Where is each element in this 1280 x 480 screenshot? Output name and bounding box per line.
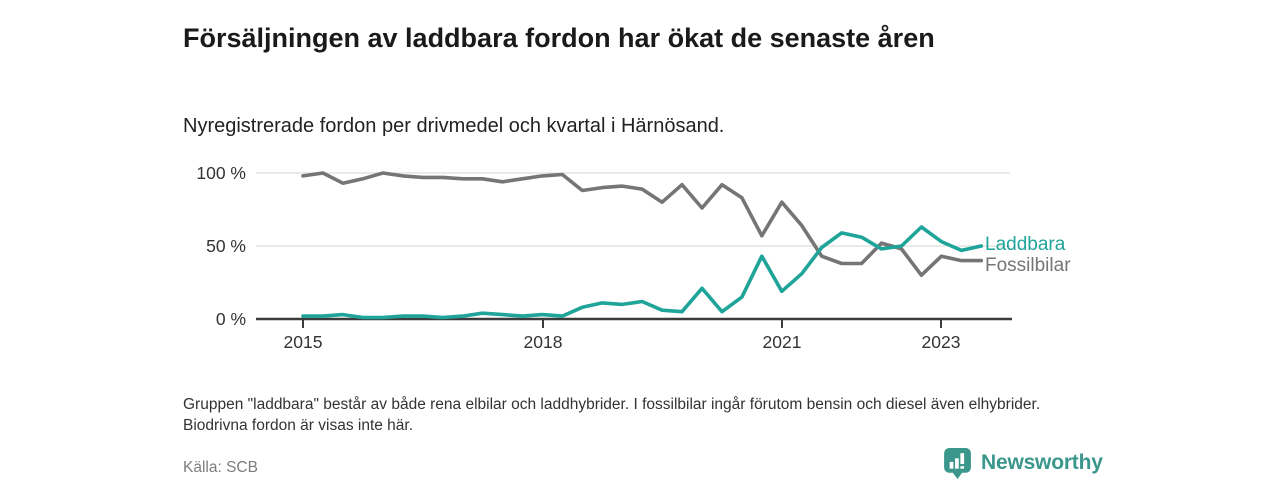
- newsworthy-bar-chart-pin-icon: [944, 447, 971, 479]
- x-tick-label-2021: 2021: [763, 332, 802, 352]
- source-note: Källa: SCB: [183, 459, 258, 476]
- x-tick-label-2018: 2018: [524, 332, 563, 352]
- x-tick-label-2023: 2023: [922, 332, 961, 352]
- page-title: Försäljningen av laddbara fordon har öka…: [183, 23, 935, 54]
- legend-label-fossilbilar: Fossilbilar: [985, 255, 1071, 276]
- chart-subtitle: Nyregistrerade fordon per drivmedel och …: [183, 115, 725, 137]
- newsworthy-wordmark: Newsworthy: [981, 451, 1103, 474]
- y-tick-label-0: 0 %: [216, 309, 246, 329]
- newsworthy-logo: Newsworthy: [943, 446, 1103, 480]
- y-tick-label-100: 100 %: [196, 163, 246, 183]
- y-tick-label-50: 50 %: [206, 236, 246, 256]
- series-line-fossilbilar: [301, 171, 984, 278]
- legend-label-laddbara: Laddbara: [985, 234, 1066, 255]
- x-tick-label-2015: 2015: [284, 332, 323, 352]
- series-line-laddbara: [301, 225, 984, 320]
- chart-footnote: Gruppen "laddbara" består av både rena e…: [183, 395, 1041, 434]
